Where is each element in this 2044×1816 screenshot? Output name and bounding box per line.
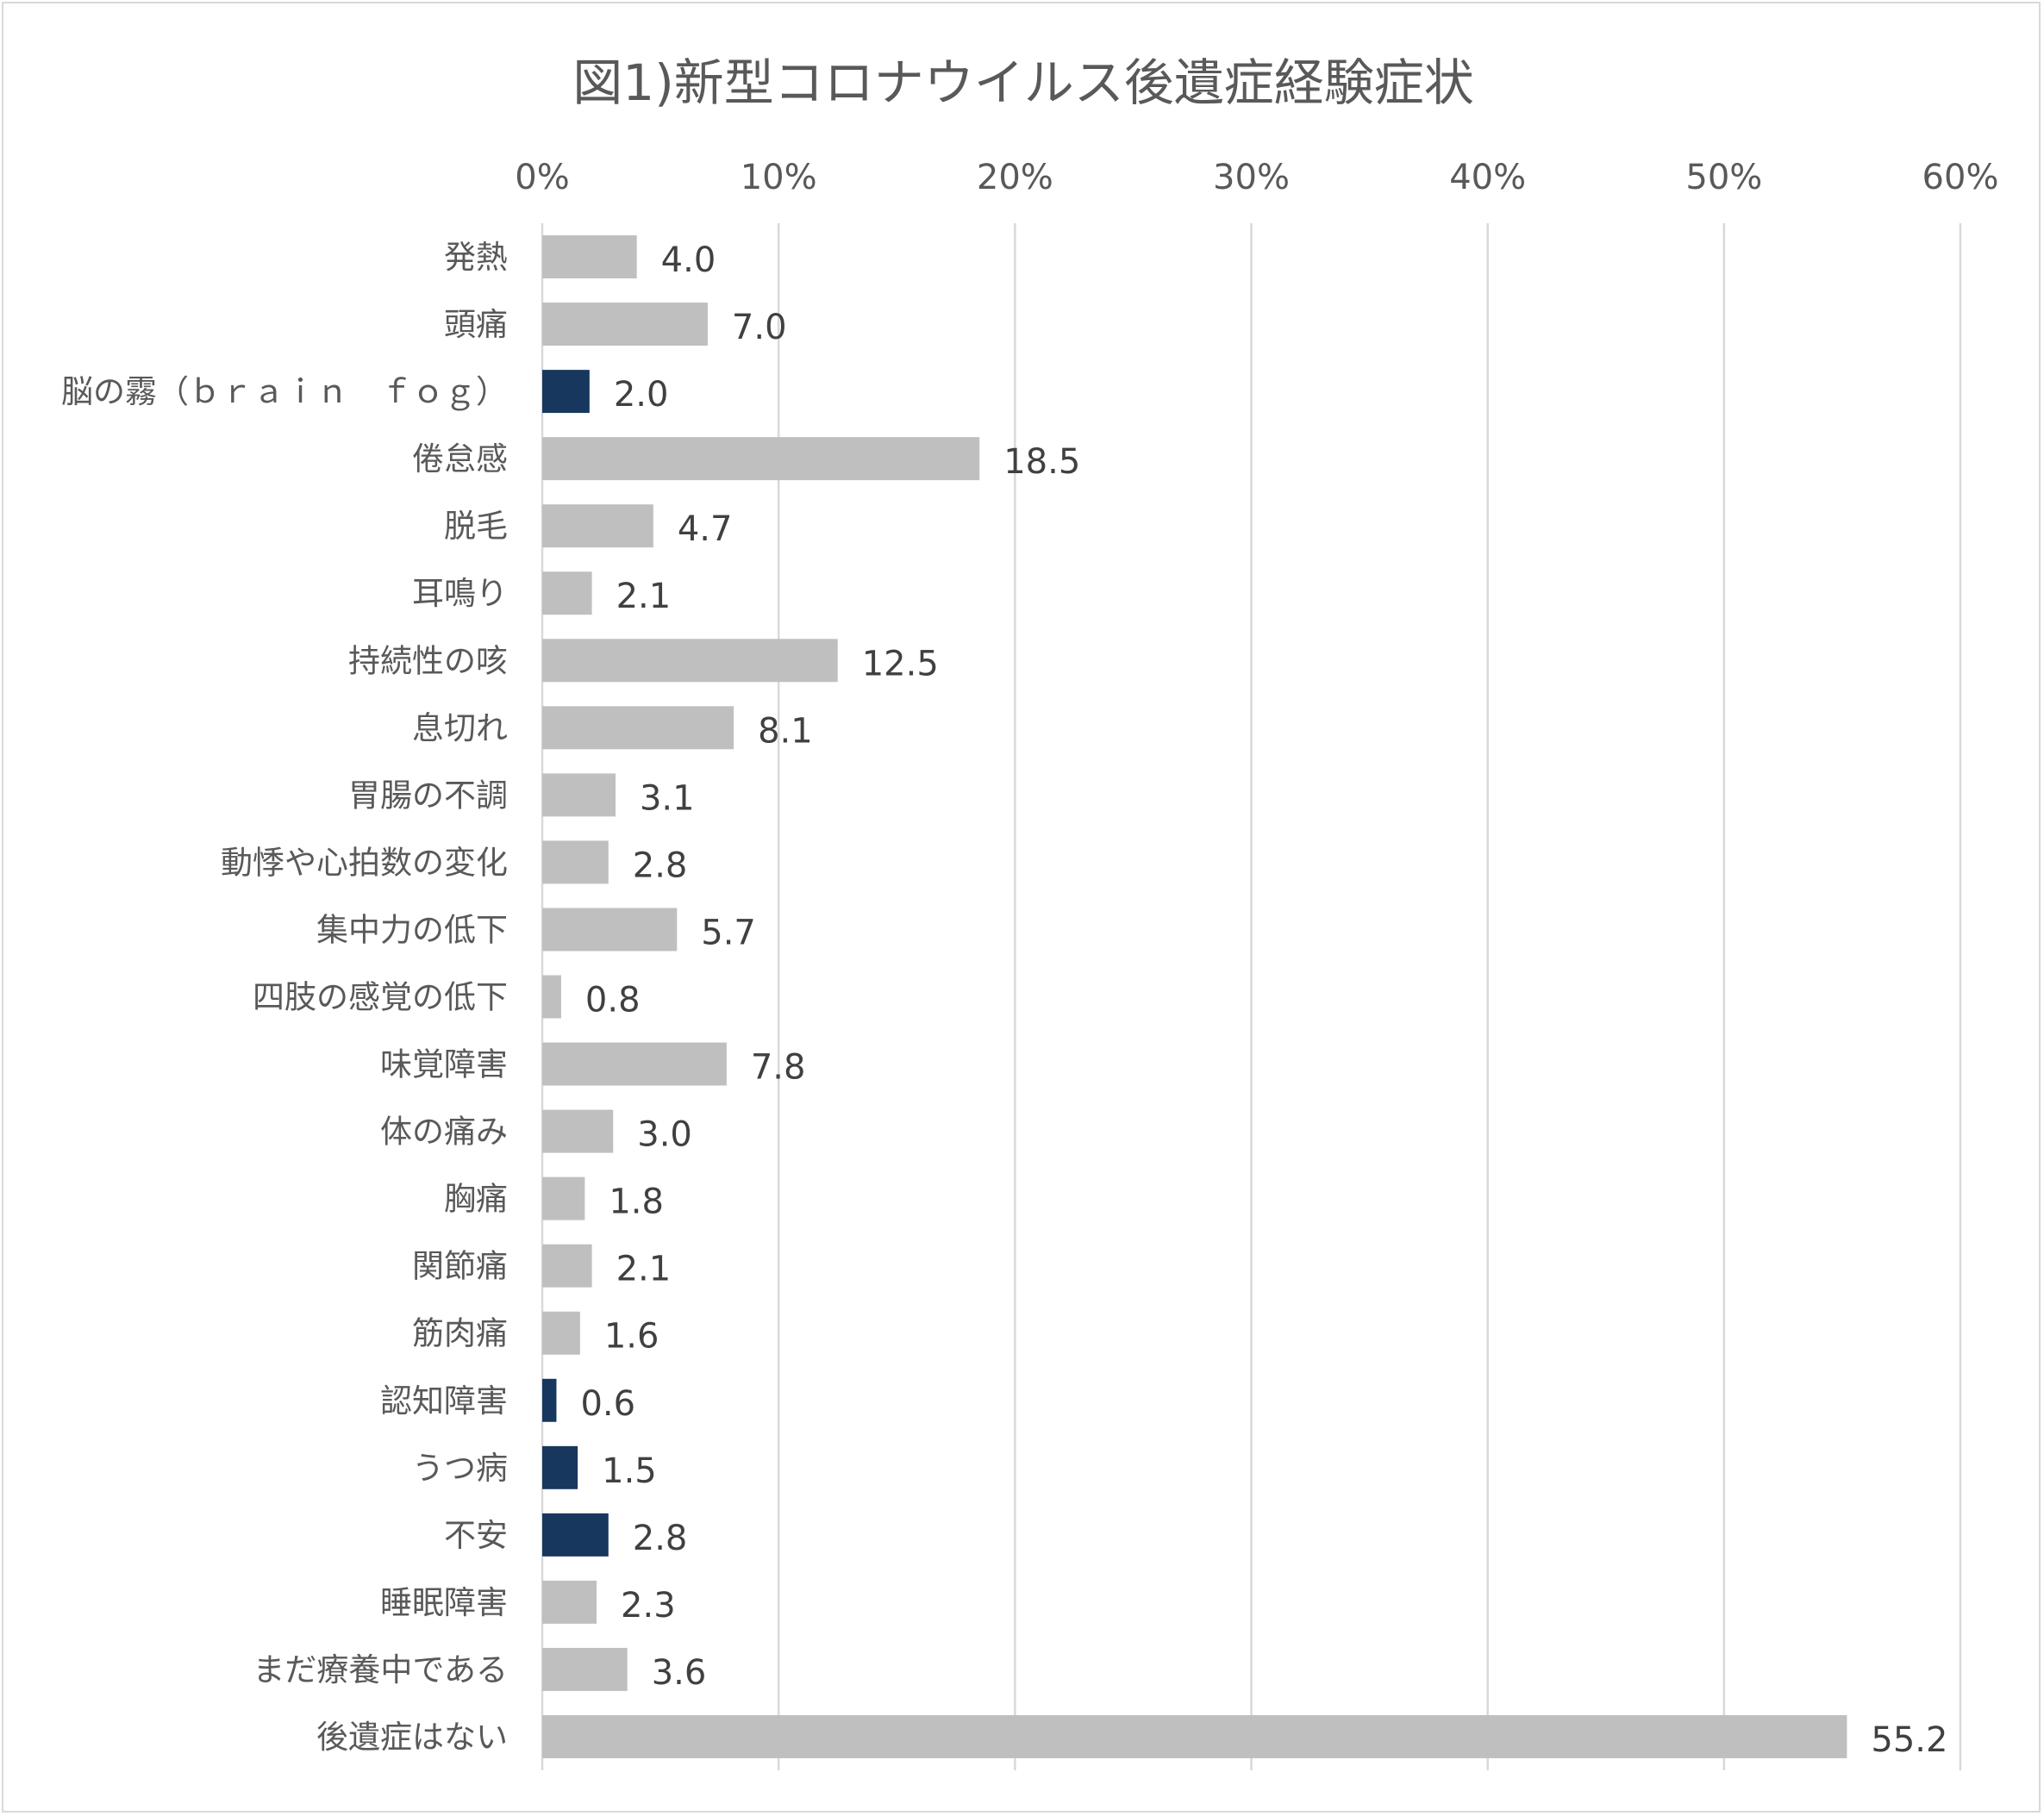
category-label: 筋肉痛 <box>412 1315 508 1352</box>
category-label: うつ病 <box>412 1450 508 1487</box>
category-label: 倦怠感 <box>412 440 508 477</box>
bars <box>542 235 1847 1758</box>
category-label: 脳の霧（ｂｒａｉｎ ｆｏｇ） <box>61 373 508 410</box>
bar <box>542 1647 628 1691</box>
value-label: 55.2 <box>1871 1720 1947 1760</box>
value-label: 12.5 <box>862 644 939 683</box>
bar <box>542 1580 597 1624</box>
value-label: 3.1 <box>640 778 695 818</box>
value-label: 1.8 <box>609 1183 664 1222</box>
value-label: 4.7 <box>678 509 733 549</box>
bar <box>542 1311 580 1355</box>
x-axis-ticks: 0% 10% 20% 30% 40% 50% 60% <box>515 158 1998 197</box>
x-tick-label: 50% <box>1685 158 1762 197</box>
value-label: 0.6 <box>580 1384 635 1424</box>
value-label: 7.0 <box>732 308 787 347</box>
value-label: 3.6 <box>652 1653 707 1693</box>
bar <box>542 840 609 884</box>
x-tick-label: 10% <box>741 158 817 197</box>
value-label: 1.6 <box>604 1317 659 1357</box>
value-label: 0.8 <box>585 981 641 1020</box>
bar-chart: 図1)新型コロナウイルス後遺症経験症状 0% 10% 20% 30% 40% 50% 60%… <box>61 53 1998 1770</box>
x-tick-label: 20% <box>977 158 1053 197</box>
value-labels: 4.07.02.018.54.72.112.58.13.12.85.70.87.… <box>580 240 1947 1760</box>
bar <box>542 639 838 683</box>
value-label: 2.8 <box>633 1519 688 1558</box>
bar <box>542 773 616 817</box>
bar <box>542 370 590 414</box>
category-label: 耳鳴り <box>412 575 508 612</box>
bar <box>542 706 734 750</box>
bar <box>542 975 561 1019</box>
category-label: 睡眠障害 <box>380 1584 508 1621</box>
value-label: 4.0 <box>661 240 716 280</box>
bar <box>542 1042 727 1086</box>
bar <box>542 1715 1847 1758</box>
bar <box>542 571 592 615</box>
value-label: 2.3 <box>621 1586 676 1626</box>
value-label: 8.1 <box>758 711 813 751</box>
category-label: 四肢の感覚の低下 <box>253 979 508 1016</box>
value-label: 2.1 <box>616 1250 672 1289</box>
category-label: 後遺症はない <box>316 1719 508 1756</box>
bar <box>542 1109 614 1153</box>
category-label: 動悸や心拍数の変化 <box>221 844 508 881</box>
category-label: 胸痛 <box>444 1181 508 1218</box>
category-label: 関節痛 <box>412 1248 508 1285</box>
bar <box>542 437 980 481</box>
chart-title: 図1)新型コロナウイルス後遺症経験症状 <box>572 53 1474 112</box>
bar <box>542 908 678 952</box>
x-tick-label: 40% <box>1449 158 1526 197</box>
x-tick-label: 0% <box>515 158 569 197</box>
category-label: 発熱 <box>444 239 508 276</box>
category-label: 不安 <box>444 1517 508 1554</box>
category-label: 脱毛 <box>444 508 508 545</box>
bar <box>542 1513 609 1557</box>
x-tick-label: 30% <box>1213 158 1290 197</box>
category-label: 味覚障害 <box>380 1046 508 1083</box>
value-label: 2.8 <box>633 846 688 885</box>
bar <box>542 504 653 548</box>
value-label: 2.0 <box>614 375 669 415</box>
bar <box>542 1244 592 1288</box>
bar <box>542 235 637 278</box>
value-label: 7.8 <box>751 1048 806 1088</box>
category-label: 息切れ <box>412 709 508 746</box>
category-label: 認知障害 <box>380 1382 508 1420</box>
x-tick-label: 60% <box>1922 158 1999 197</box>
category-label: 頭痛 <box>444 306 508 343</box>
bar <box>542 1445 578 1489</box>
category-label: まだ療養中である <box>253 1651 508 1688</box>
gridlines <box>541 223 1962 1770</box>
value-label: 18.5 <box>1003 442 1080 482</box>
value-label: 2.1 <box>616 577 672 616</box>
bar <box>542 1176 585 1220</box>
value-label: 5.7 <box>701 913 756 952</box>
bar <box>542 303 708 346</box>
category-label: 胃腸の不調 <box>348 777 508 814</box>
category-label: 持続性の咳 <box>348 642 508 679</box>
category-label: 集中力の低下 <box>316 911 508 948</box>
bar <box>542 1378 557 1422</box>
value-label: 3.0 <box>637 1115 692 1155</box>
value-label: 1.5 <box>602 1451 657 1491</box>
category-label: 体の痛み <box>380 1114 508 1151</box>
